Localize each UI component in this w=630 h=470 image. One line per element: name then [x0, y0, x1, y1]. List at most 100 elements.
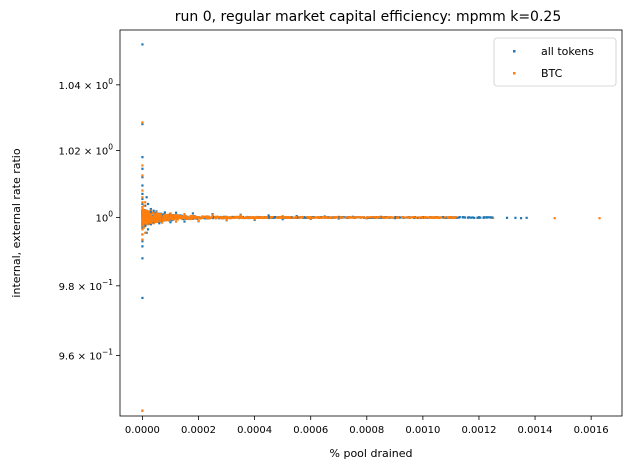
- y-axis: 9.6 × 10−1 9.8 × 10−1 100 1.02 × 100 1.04 × …: [58, 77, 120, 363]
- point-all-tokens: [146, 202, 150, 206]
- point-all-tokens: [505, 216, 509, 219]
- point-btc: [145, 210, 148, 214]
- point-btc: [553, 217, 556, 220]
- point-btc: [147, 211, 150, 214]
- point-btc: [176, 218, 179, 221]
- point-btc: [276, 216, 279, 219]
- point-btc: [381, 216, 384, 219]
- point-btc: [255, 216, 258, 219]
- point-all-tokens: [281, 218, 284, 221]
- point-btc: [200, 216, 203, 219]
- point-btc: [411, 216, 414, 219]
- point-btc: [418, 216, 421, 219]
- point-btc: [141, 189, 144, 192]
- point-all-tokens: [195, 217, 199, 220]
- point-all-tokens: [141, 197, 144, 201]
- x-tick-label: 0.0016: [574, 425, 609, 436]
- point-btc: [173, 214, 177, 217]
- point-btc: [313, 216, 317, 219]
- points-layer: [141, 43, 601, 412]
- point-all-tokens: [145, 231, 148, 234]
- point-all-tokens: [272, 216, 275, 219]
- point-btc: [152, 222, 155, 225]
- point-btc: [206, 216, 209, 219]
- point-btc: [354, 216, 357, 219]
- y-tick-label: 9.8 × 10−1: [59, 278, 114, 293]
- point-btc: [429, 216, 433, 219]
- point-btc: [163, 217, 166, 220]
- point-btc: [148, 218, 151, 221]
- point-btc: [167, 213, 170, 216]
- point-btc: [408, 216, 411, 219]
- point-btc: [173, 218, 176, 221]
- point-btc: [235, 216, 238, 219]
- y-tick-label: 1.02 × 100: [58, 143, 113, 158]
- point-btc: [324, 216, 327, 219]
- point-btc: [154, 214, 157, 217]
- y-axis-label: internal, external rate ratio: [10, 148, 23, 297]
- point-btc: [171, 215, 174, 219]
- x-axis-label: % pool drained: [330, 447, 413, 460]
- point-btc: [153, 213, 156, 216]
- point-all-tokens: [525, 216, 528, 219]
- point-btc: [307, 216, 311, 219]
- point-all-tokens: [337, 217, 340, 220]
- point-all-tokens: [144, 204, 147, 207]
- point-btc: [400, 216, 404, 219]
- point-btc: [365, 216, 369, 219]
- point-btc: [169, 213, 172, 217]
- point-btc: [146, 220, 149, 223]
- point-btc: [217, 216, 220, 219]
- point-all-tokens: [141, 167, 144, 170]
- point-btc: [298, 216, 301, 219]
- point-btc: [141, 201, 144, 204]
- point-btc: [208, 215, 211, 219]
- point-btc: [306, 216, 309, 219]
- point-btc: [239, 214, 242, 217]
- point-btc: [598, 217, 601, 220]
- point-btc: [141, 121, 144, 124]
- point-btc: [170, 218, 174, 221]
- point-btc: [284, 216, 287, 219]
- point-btc: [158, 215, 161, 219]
- point-btc: [425, 216, 428, 219]
- plot-area: [120, 30, 622, 416]
- point-btc: [287, 215, 290, 219]
- point-btc: [173, 216, 177, 219]
- point-btc: [167, 218, 171, 221]
- point-btc: [264, 216, 267, 219]
- point-btc: [252, 216, 255, 219]
- point-btc: [144, 231, 147, 234]
- point-all-tokens: [514, 216, 517, 219]
- legend-label-btc: BTC: [541, 67, 563, 80]
- point-btc: [152, 219, 155, 222]
- point-btc: [260, 216, 263, 219]
- point-btc: [315, 216, 318, 219]
- legend-marker-all-tokens: [513, 50, 516, 53]
- point-all-tokens: [455, 216, 459, 219]
- point-btc: [361, 216, 364, 219]
- x-tick-label: 0.0004: [237, 425, 272, 436]
- point-btc: [141, 174, 144, 177]
- point-all-tokens: [399, 216, 402, 219]
- point-btc: [294, 216, 297, 219]
- point-btc: [204, 215, 208, 218]
- point-btc: [189, 214, 192, 218]
- point-btc: [157, 218, 160, 221]
- point-btc: [214, 215, 217, 218]
- point-btc: [142, 221, 145, 224]
- point-btc: [320, 216, 323, 219]
- point-btc: [404, 216, 407, 219]
- point-btc: [146, 214, 149, 217]
- point-btc: [432, 216, 435, 219]
- point-btc: [150, 221, 153, 224]
- point-btc: [453, 216, 456, 219]
- point-btc: [142, 220, 145, 223]
- point-btc: [166, 218, 169, 222]
- point-btc: [175, 217, 178, 220]
- point-btc: [149, 213, 152, 216]
- point-btc: [197, 219, 200, 222]
- point-btc: [286, 216, 289, 219]
- point-btc: [141, 164, 144, 167]
